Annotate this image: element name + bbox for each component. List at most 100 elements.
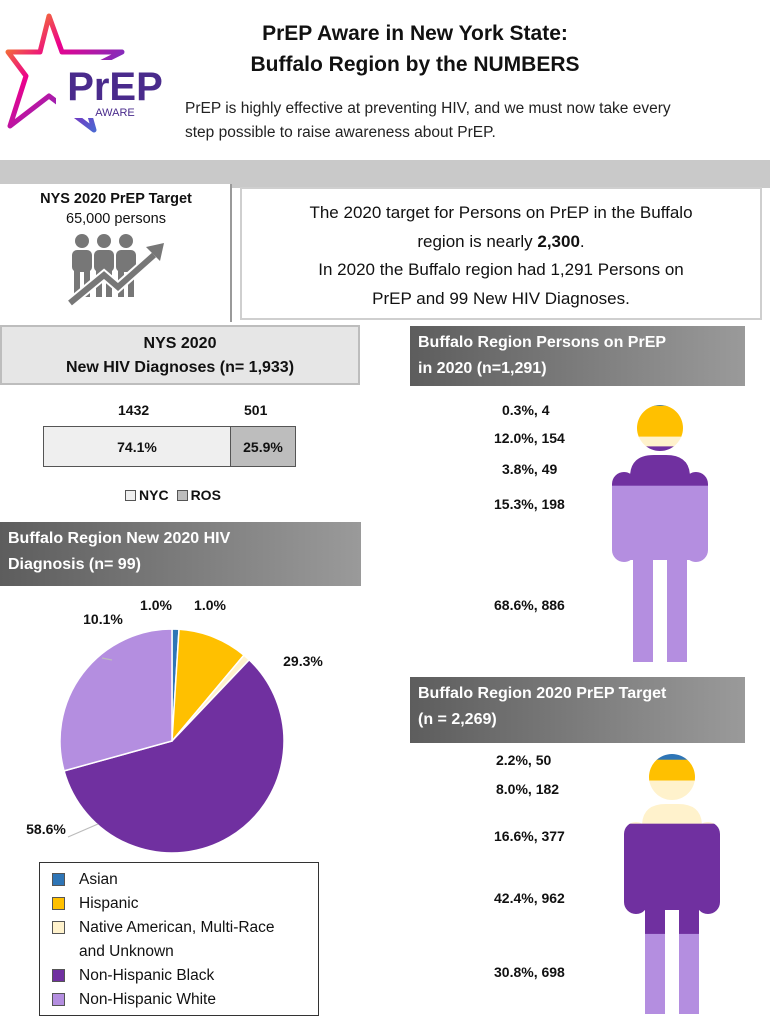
nys-target-title: NYS 2020 PrEP Target	[40, 191, 192, 207]
fig2-band-native	[624, 780, 720, 825]
fig1-band-native	[612, 436, 708, 447]
nys-hiv-title-1: NYS 2020	[143, 335, 217, 352]
legend-hispanic-swatch	[52, 897, 65, 910]
nyc-pct-label: 74.1%	[117, 438, 157, 455]
leader-line	[67, 823, 99, 838]
legend-black-swatch	[52, 969, 65, 982]
nys-hiv-legend: NYC ROS	[125, 487, 221, 503]
intro-line-1: PrEP is highly effective at preventing H…	[185, 100, 671, 117]
prep-label-native: 3.8%, 49	[502, 461, 558, 477]
legend-hispanic-label: Hispanic	[79, 895, 139, 912]
target-label-asian: 2.2%, 50	[496, 752, 552, 768]
summary-line-2: region is nearly 2,300.	[242, 228, 760, 257]
fig2-band-white	[624, 933, 720, 1014]
pie-label-asian: 1.0%	[194, 597, 226, 613]
nys-hiv-title-2: New HIV Diagnoses (n= 1,933)	[65, 359, 295, 376]
fig2-band-hispanic	[624, 759, 720, 782]
pie-slice-hispanic	[171, 628, 245, 744]
prep-target-title-2: (n = 2,269)	[418, 711, 497, 728]
nys-target-panel: NYS 2020 PrEP Target 65,000 persons	[0, 184, 232, 322]
pie-label-native: 1.0%	[140, 597, 172, 613]
legend-native-swatch	[52, 921, 65, 934]
legend-ros-swatch	[176, 490, 188, 501]
intro-line-2: step possible to raise awareness about P…	[185, 124, 496, 141]
pie-label-hispanic: 10.1%	[83, 611, 123, 627]
summary-target-value: 2,300	[537, 231, 580, 251]
pie-label-black: 58.6%	[26, 821, 66, 837]
pie-slice-black	[63, 658, 285, 854]
ros-bar-segment: 25.9%	[229, 427, 295, 466]
persons-on-prep-title-1: Buffalo Region Persons on PrEP	[418, 334, 667, 351]
legend-item-black: Non-Hispanic Black	[46, 964, 312, 988]
prep-label-black: 15.3%, 198	[494, 496, 565, 512]
fig1-band-hispanic	[612, 405, 708, 438]
logo-text: PrEP	[67, 65, 163, 109]
people-growth-icon	[66, 234, 164, 307]
ros-pct-label: 25.9%	[243, 438, 283, 455]
pie-label-white: 29.3%	[283, 653, 323, 669]
legend-white-label: Non-Hispanic White	[79, 991, 216, 1008]
legend-nyc: NYC	[125, 487, 169, 503]
legend-item-white: Non-Hispanic White	[46, 988, 312, 1012]
legend-native-line-2: and Unknown	[79, 943, 174, 960]
summary-line-2-text: region is nearly	[417, 231, 538, 251]
legend-nyc-swatch	[125, 490, 136, 501]
persons-on-prep-title-2: in 2020 (n=1,291)	[418, 360, 547, 377]
nys-hiv-stacked-bar: 74.1% 25.9%	[43, 426, 296, 467]
star-icon	[5, 13, 125, 133]
buffalo-dx-pie-chart: 1.0% 10.1% 1.0% 58.6% 29.3%	[26, 597, 323, 854]
fig2-band-asian	[624, 754, 720, 761]
nys-target-value: 65,000 persons	[66, 211, 166, 227]
buffalo-dx-title-2: Diagnosis (n= 99)	[8, 556, 141, 573]
prep-label-hispanic: 12.0%, 154	[494, 430, 565, 446]
legend-native-line-1: Native American, Multi-Race	[79, 919, 275, 936]
nyc-count-label: 1432	[118, 402, 150, 418]
race-legend: Asian Hispanic Native American, Multi-Ra…	[39, 862, 319, 1016]
legend-item-hispanic: Hispanic	[46, 892, 312, 916]
prep-aware-logo: PrEP AWARE	[4, 12, 180, 142]
prep-target-title-1: Buffalo Region 2020 PrEP Target	[418, 685, 667, 702]
target-label-black: 42.4%, 962	[494, 890, 565, 906]
persons-on-prep-header: Buffalo Region Persons on PrEP in 2020 (…	[410, 326, 745, 386]
logo-subtext: AWARE	[95, 107, 135, 119]
buffalo-dx-title-1: Buffalo Region New 2020 HIV	[8, 530, 231, 547]
prep-target-header: Buffalo Region 2020 PrEP Target (n = 2,2…	[410, 677, 745, 743]
legend-item-asian: Asian	[46, 868, 312, 892]
buffalo-dx-header: Buffalo Region New 2020 HIV Diagnosis (n…	[0, 522, 361, 586]
summary-line-4: PrEP and 99 New HIV Diagnoses.	[372, 288, 630, 308]
legend-asian-swatch	[52, 873, 65, 886]
target-label-white: 30.8%, 698	[494, 964, 565, 980]
page-title: PrEP Aware in New York State: Buffalo Re…	[185, 18, 645, 80]
nyc-bar-segment: 74.1%	[44, 427, 230, 466]
section-divider	[0, 160, 770, 188]
summary-line-3: In 2020 the Buffalo region had 1,291 Per…	[318, 260, 684, 279]
leader-line	[101, 657, 113, 661]
fig1-band-white	[612, 485, 708, 662]
ros-count-label: 501	[244, 402, 268, 418]
intro-text: PrEP is highly effective at preventing H…	[185, 97, 760, 145]
fig1-band-asian	[612, 405, 708, 407]
legend-black-label: Non-Hispanic Black	[79, 967, 215, 984]
buffalo-summary-box: The 2020 target for Persons on PrEP in t…	[240, 187, 762, 320]
legend-item-native: Native American, Multi-Race and Unknown	[46, 916, 312, 964]
prep-label-asian: 0.3%, 4	[502, 402, 550, 418]
nys-hiv-header: NYS 2020 New HIV Diagnoses (n= 1,933)	[0, 325, 360, 385]
legend-white-swatch	[52, 993, 65, 1006]
fig1-band-black	[612, 446, 708, 487]
persons-on-prep-figure	[612, 405, 708, 662]
legend-ros: ROS	[176, 487, 221, 503]
title-line-2: Buffalo Region by the NUMBERS	[250, 53, 580, 76]
legend-nyc-label: NYC	[139, 487, 169, 503]
target-label-native: 16.6%, 377	[494, 828, 565, 844]
title-line-1: PrEP Aware in New York State:	[262, 22, 568, 45]
prep-target-figure	[624, 754, 720, 1014]
legend-asian-label: Asian	[79, 871, 118, 888]
legend-ros-label: ROS	[190, 487, 221, 503]
pie-slice-white	[59, 628, 173, 772]
legend-native-label: Native American, Multi-Race and Unknown	[79, 916, 275, 964]
fig2-band-black	[624, 823, 720, 935]
summary-line-2-end: .	[579, 231, 585, 251]
target-label-hispanic: 8.0%, 182	[496, 781, 560, 797]
prep-label-white: 68.6%, 886	[494, 597, 565, 613]
summary-line-1: The 2020 target for Persons on PrEP in t…	[309, 203, 693, 222]
